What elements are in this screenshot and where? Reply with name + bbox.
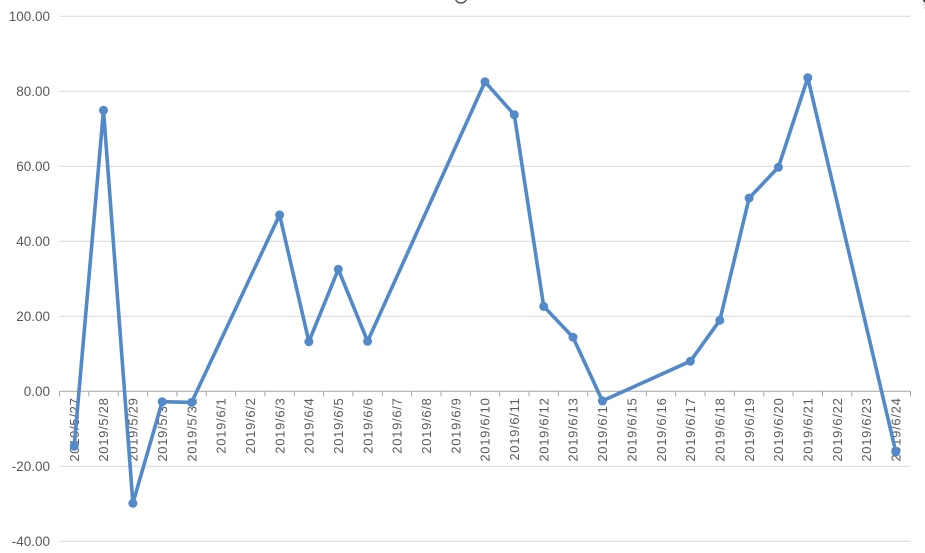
svg-text:2019/6/10: 2019/6/10	[478, 398, 493, 462]
svg-text:2019/6/23: 2019/6/23	[859, 398, 874, 462]
svg-text:60.00: 60.00	[16, 159, 50, 174]
svg-text:2019/6/12: 2019/6/12	[536, 398, 551, 462]
svg-text:2019/6/9: 2019/6/9	[448, 398, 463, 454]
svg-text:2019/6/5: 2019/6/5	[331, 398, 346, 454]
svg-text:2019/5/31: 2019/5/31	[184, 398, 199, 462]
svg-text:20.00: 20.00	[16, 309, 50, 324]
svg-text:2019/6/21: 2019/6/21	[800, 398, 815, 462]
svg-text:2019/6/20: 2019/6/20	[771, 398, 786, 462]
svg-text:2019/6/14: 2019/6/14	[595, 398, 610, 462]
svg-text:2019/5/28: 2019/5/28	[96, 398, 111, 462]
svg-text:40.00: 40.00	[16, 234, 50, 249]
svg-text:2019/6/17: 2019/6/17	[683, 398, 698, 462]
svg-text:2019/6/1: 2019/6/1	[214, 398, 229, 454]
svg-text:2019/6/15: 2019/6/15	[624, 398, 639, 462]
svg-text:2019/6/11: 2019/6/11	[507, 398, 522, 461]
svg-text:2019/6/19: 2019/6/19	[742, 398, 757, 462]
svg-text:0.00: 0.00	[24, 384, 50, 399]
svg-text:2019/6/8: 2019/6/8	[419, 398, 434, 454]
svg-text:2019/6/4: 2019/6/4	[302, 398, 317, 454]
svg-text:2019/6/18: 2019/6/18	[712, 398, 727, 462]
svg-text:2019/6/2: 2019/6/2	[243, 398, 258, 454]
svg-text:2019/6/16: 2019/6/16	[654, 398, 669, 462]
svg-text:100.00: 100.00	[9, 9, 50, 24]
svg-text:2019/6/6: 2019/6/6	[360, 398, 375, 454]
svg-text:2019/6/24: 2019/6/24	[888, 398, 903, 462]
svg-text:80.00: 80.00	[16, 84, 50, 99]
svg-text:2019/6/22: 2019/6/22	[830, 398, 845, 462]
svg-text:2019/6/3: 2019/6/3	[272, 398, 287, 454]
svg-text:2019/6/13: 2019/6/13	[566, 398, 581, 462]
svg-text:2019/6/7: 2019/6/7	[390, 398, 405, 454]
svg-text:-40.00: -40.00	[12, 534, 50, 549]
svg-text:-20.00: -20.00	[12, 459, 50, 474]
